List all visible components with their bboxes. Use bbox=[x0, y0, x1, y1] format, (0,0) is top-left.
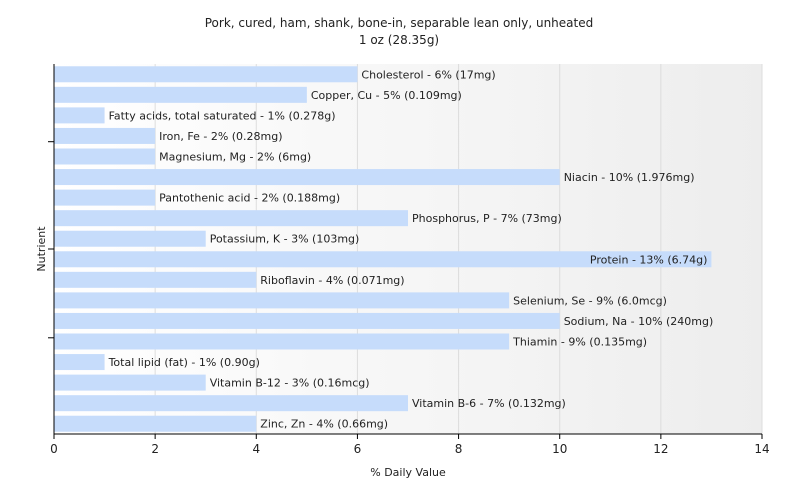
x-tick-label: 8 bbox=[455, 442, 463, 456]
bar bbox=[54, 86, 307, 103]
x-ticks: 0 2 4 6 8 10 12 14 bbox=[50, 434, 770, 456]
bar bbox=[54, 354, 105, 371]
bars: Cholesterol - 6% (17mg) Copper, Cu - 5% (… bbox=[54, 66, 714, 432]
bar-label: Zinc, Zn - 4% (0.66mg) bbox=[260, 418, 388, 431]
bar-label: Copper, Cu - 5% (0.109mg) bbox=[311, 89, 462, 102]
bar-label: Total lipid (fat) - 1% (0.90g) bbox=[108, 356, 260, 369]
bar bbox=[54, 148, 156, 165]
x-axis-title: % Daily Value bbox=[370, 466, 446, 479]
plot-area bbox=[54, 64, 762, 434]
bar-label: Magnesium, Mg - 2% (6mg) bbox=[159, 151, 311, 164]
bar-label: Riboflavin - 4% (0.071mg) bbox=[260, 274, 404, 287]
bar bbox=[54, 230, 206, 247]
bar-label: Thiamin - 9% (0.135mg) bbox=[512, 336, 647, 349]
y-axis-title: Nutrient bbox=[35, 226, 48, 272]
bar-label: Fatty acids, total saturated - 1% (0.278… bbox=[109, 109, 336, 122]
bar-label: Cholesterol - 6% (17mg) bbox=[361, 68, 495, 81]
bar-label: Vitamin B-6 - 7% (0.132mg) bbox=[412, 397, 566, 410]
x-tick-label: 14 bbox=[754, 442, 769, 456]
gridlines bbox=[154, 64, 763, 434]
axes bbox=[48, 64, 762, 435]
chart-title: Pork, cured, ham, shank, bone-in, separa… bbox=[205, 16, 593, 30]
bar bbox=[54, 210, 408, 227]
x-tick-label: 6 bbox=[354, 442, 362, 456]
bar-label: Sodium, Na - 10% (240mg) bbox=[564, 315, 714, 328]
bar bbox=[54, 333, 510, 350]
bar-label: Iron, Fe - 2% (0.28mg) bbox=[159, 130, 282, 143]
bar bbox=[54, 107, 105, 124]
x-tick-label: 12 bbox=[653, 442, 668, 456]
bar bbox=[54, 374, 206, 391]
x-tick-label: 4 bbox=[252, 442, 260, 456]
bar-label: Vitamin B-12 - 3% (0.16mcg) bbox=[210, 377, 370, 390]
bar-label: Protein - 13% (6.74g) bbox=[590, 253, 708, 266]
bar bbox=[54, 312, 560, 329]
bar bbox=[54, 415, 257, 432]
chart-subtitle: 1 oz (28.35g) bbox=[359, 33, 439, 47]
bar-label: Selenium, Se - 9% (6.0mcg) bbox=[513, 294, 667, 307]
x-tick-label: 2 bbox=[151, 442, 159, 456]
bar bbox=[54, 271, 257, 288]
bar bbox=[54, 169, 560, 186]
bar-label: Potassium, K - 3% (103mg) bbox=[210, 233, 360, 246]
x-tick-label: 0 bbox=[50, 442, 58, 456]
bar bbox=[54, 189, 156, 206]
x-tick-label: 10 bbox=[552, 442, 567, 456]
bar bbox=[54, 127, 156, 144]
bar bbox=[54, 395, 408, 412]
bar bbox=[54, 251, 712, 268]
bar bbox=[54, 66, 358, 83]
bar-label: Niacin - 10% (1.976mg) bbox=[564, 171, 695, 184]
bar-label: Pantothenic acid - 2% (0.188mg) bbox=[159, 192, 340, 205]
bar bbox=[54, 292, 510, 309]
bar-label: Phosphorus, P - 7% (73mg) bbox=[412, 212, 562, 225]
